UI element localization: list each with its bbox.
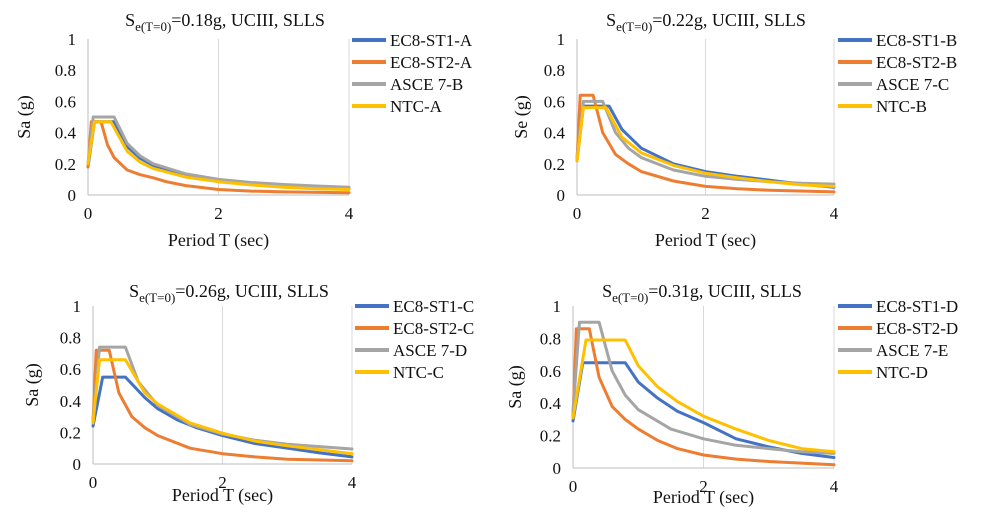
legend-label: ASCE 7-D [393,341,467,360]
series-line-asce-7-e [571,320,836,455]
chart-panel-1: 0 0.2 0.4 0.6 0.8 1 0 2 4 Period T (sec) Sa (g) Se(… [14,10,473,251]
y-tick-label: 0.6 [540,362,561,381]
x-tick-label: 2 [699,477,708,496]
y-tick-label: 0.6 [544,92,565,111]
legend-label: NTC-A [390,97,443,116]
legend-label: ASCE 7-B [390,75,463,94]
series-line-ntc-c [91,358,354,456]
y-axis-label: Se (g) [511,95,532,139]
y-tick-label: 0.4 [55,124,77,143]
series-line-ntc-a [86,120,351,191]
y-tick-label: 0 [73,455,82,474]
series-line-ec8-st2-c [91,348,354,463]
legend-label: EC8-ST2-C [393,319,474,338]
x-tick-label: 0 [89,473,98,492]
y-tick-label: 0.8 [60,329,81,348]
legend-label: ASCE 7-C [876,75,949,94]
legend-label: ASCE 7-E [876,341,948,360]
legend-label: NTC-D [876,363,928,382]
x-tick-label: 4 [830,204,839,223]
chart-title: Se(T=0)=0.18g, UCIII, SLLS [125,10,325,34]
chart-panel-3: 0 0.2 0.4 0.6 0.8 1 0 2 4 Period T (sec) Sa (g) Se(… [22,281,474,506]
chart-title: Se(T=0)=0.26g, UCIII, SLLS [129,281,329,305]
y-axis-label: Sa (g) [14,95,35,139]
x-tick-label: 4 [345,204,354,223]
chart-panel-2: 0 0.2 0.4 0.6 0.8 1 0 2 4 Period T (sec) Se (g) Se(… [511,10,957,251]
x-tick-label: 0 [569,477,578,496]
x-tick-label: 2 [214,204,223,223]
y-tick-label: 0.2 [60,423,81,442]
series-line-ec8-st2-b [575,93,836,194]
legend-label: NTC-B [876,97,927,116]
y-tick-label: 0.8 [544,61,565,80]
series-line-ntc-d [571,338,836,454]
y-axis-label: Sa (g) [505,365,526,409]
y-tick-label: 0.6 [60,360,81,379]
x-axis-label: Period T (sec) [168,230,269,251]
y-tick-label: 0.4 [60,392,82,411]
y-tick-label: 0.2 [544,155,565,174]
legend-label: NTC-C [393,363,444,382]
y-tick-label: 0 [557,186,566,205]
y-tick-label: 1 [68,30,77,49]
y-tick-label: 1 [557,30,566,49]
y-tick-label: 0 [553,459,562,478]
legend-label: EC8-ST2-A [390,53,473,72]
chart-title: Se(T=0)=0.31g, UCIII, SLLS [602,281,802,305]
y-tick-label: 0.2 [55,155,76,174]
y-tick-label: 0.8 [55,61,76,80]
legend-label: EC8-ST1-A [390,31,473,50]
y-tick-label: 1 [73,297,82,316]
y-tick-label: 0.4 [540,394,562,413]
series-line-asce-7-b [86,115,351,189]
y-tick-label: 0.2 [540,427,561,446]
legend-label: EC8-ST2-D [876,319,958,338]
series-line-ec8-st2-d [571,327,836,467]
y-tick-label: 0.8 [540,329,561,348]
legend-label: EC8-ST1-D [876,297,958,316]
series-line-ntc-b [575,106,836,188]
series-line-asce-7-d [91,345,354,451]
x-tick-label: 2 [701,204,710,223]
x-axis-label: Period T (sec) [655,230,756,251]
y-tick-label: 0.6 [55,92,76,111]
y-tick-label: 0 [68,186,77,205]
y-axis-label: Sa (g) [22,363,43,407]
x-tick-label: 0 [573,204,582,223]
x-tick-label: 4 [830,477,839,496]
legend-label: EC8-ST1-C [393,297,474,316]
x-tick-label: 0 [84,204,93,223]
x-tick-label: 4 [348,473,357,492]
y-tick-label: 1 [553,297,562,316]
y-tick-label: 0.4 [544,124,566,143]
x-axis-label: Period T (sec) [653,487,754,508]
chart-title: Se(T=0)=0.22g, UCIII, SLLS [606,10,806,34]
series-line-ec8-st2-a [86,120,351,195]
chart-panel-4: 0 0.2 0.4 0.6 0.8 1 0 2 4 Period T (sec) Sa (g) Se(… [505,281,958,508]
x-tick-label: 2 [218,473,227,492]
legend-label: EC8-ST1-B [876,31,957,50]
legend-label: EC8-ST2-B [876,53,957,72]
x-axis-label: Period T (sec) [172,485,273,506]
